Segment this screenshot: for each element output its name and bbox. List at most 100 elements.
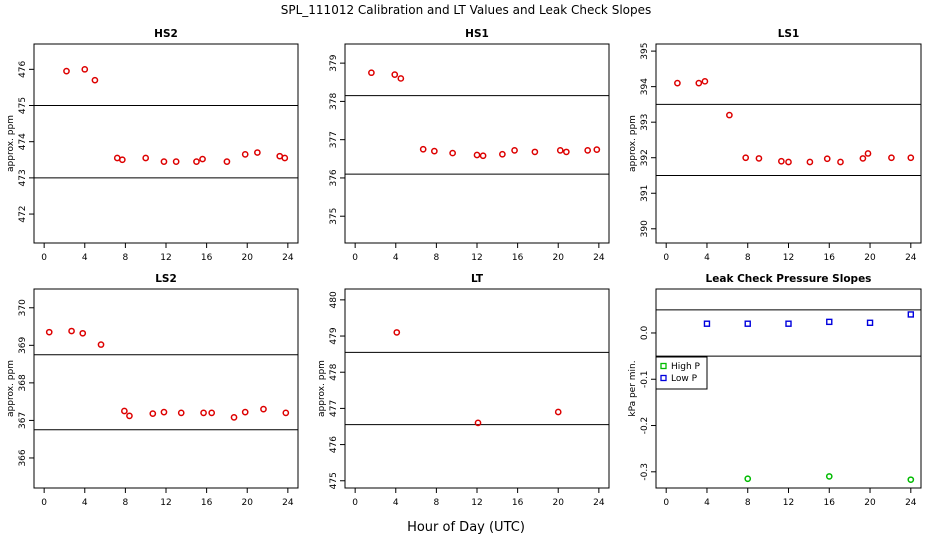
x-tick-label: 0 (663, 498, 669, 508)
y-tick-label: 479 (329, 327, 339, 344)
data-point (260, 405, 267, 413)
x-tick-label: 12 (160, 498, 171, 508)
data-point (584, 147, 592, 154)
y-tick-label: 393 (640, 114, 650, 131)
data-point (726, 111, 733, 119)
y-tick-label: 376 (329, 169, 339, 186)
x-axis-label: Hour of Day (UTC) (407, 520, 525, 535)
data-point (563, 148, 570, 156)
data-point (254, 149, 261, 156)
plot-frame (33, 43, 299, 244)
data-point (391, 71, 399, 78)
x-tick-label: 16 (512, 253, 524, 263)
x-tick-label: 16 (201, 253, 213, 263)
data-point (742, 154, 750, 162)
x-tick-label: 0 (41, 253, 47, 263)
data-point (701, 77, 709, 85)
data-point (785, 158, 792, 166)
y-tick-label: 369 (18, 336, 28, 353)
data-point (97, 341, 105, 348)
x-tick-label: 20 (864, 498, 876, 508)
data-point (223, 158, 231, 165)
data-point (806, 158, 814, 166)
data-point (556, 147, 564, 154)
x-tick-label: 0 (663, 253, 669, 263)
chart-panel-4: LS2 0 4 8 12 16 20 24 366 367 368 369 370 approx. ppm (6, 273, 299, 508)
data-point (473, 151, 481, 159)
data-point (91, 76, 99, 84)
chart-panel-5: LT 0 4 8 12 16 20 24 475 476 477 478 479 480 approx. p… (317, 273, 610, 508)
data-point (778, 157, 785, 165)
data-point (449, 149, 456, 157)
legend-box (655, 356, 708, 390)
data-point (825, 473, 833, 480)
legend-label: Low P (671, 374, 698, 384)
chart-panel-1: HS2 0 4 8 12 16 20 24 472 473 474 475 476 approx. ppm (6, 28, 299, 263)
x-tick-label: 12 (783, 498, 794, 508)
data-point (755, 155, 763, 162)
y-tick-label: 0.0 (640, 326, 650, 341)
y-tick-label: 476 (18, 60, 28, 77)
data-point (703, 320, 711, 327)
y-tick-label: -0.3 (640, 463, 650, 481)
x-tick-label: 4 (393, 498, 399, 508)
x-tick-label: 8 (745, 498, 751, 508)
data-point (241, 408, 249, 416)
data-point (126, 412, 133, 420)
y-tick-label: 395 (640, 43, 650, 60)
data-point (230, 414, 238, 421)
data-point (744, 320, 751, 327)
data-point (531, 148, 539, 156)
data-point (674, 79, 681, 87)
data-point (79, 329, 87, 337)
chart-panel-3: LS1 0 4 8 12 16 20 24 390 391 392 393 394 395 approx. … (628, 28, 922, 263)
data-point (419, 145, 427, 153)
x-tick-label: 20 (553, 498, 565, 508)
data-point (593, 146, 601, 153)
data-point (826, 318, 833, 326)
data-point (81, 65, 89, 73)
y-tick-label: 366 (18, 449, 28, 466)
x-tick-label: 4 (704, 498, 710, 508)
x-tick-label: 8 (123, 498, 129, 508)
figure-title: SPL_111012 Calibration and LT Values and… (281, 3, 652, 17)
y-tick-label: 368 (18, 374, 28, 391)
y-tick-label: 394 (640, 78, 650, 95)
y-tick-label: 472 (18, 205, 28, 222)
data-point (208, 409, 216, 417)
y-axis-label: approx. ppm (6, 360, 16, 417)
x-tick-label: 8 (745, 253, 751, 263)
data-point (121, 407, 128, 415)
legend: High P Low P (655, 356, 708, 390)
x-tick-label: 12 (471, 253, 482, 263)
data-point (859, 155, 867, 162)
x-tick-label: 24 (905, 253, 917, 263)
y-tick-label: 473 (18, 169, 28, 186)
x-tick-label: 0 (41, 498, 47, 508)
data-point (864, 150, 872, 157)
x-tick-label: 0 (352, 253, 358, 263)
y-tick-label: 378 (329, 93, 339, 110)
data-point (554, 408, 562, 416)
legend-marker (660, 374, 667, 382)
y-axis-label: approx. ppm (628, 115, 638, 172)
panel-title: LS1 (778, 28, 800, 40)
y-tick-label: 379 (329, 54, 339, 71)
x-tick-label: 4 (82, 253, 88, 263)
y-tick-label: 367 (18, 412, 28, 429)
data-point (393, 329, 401, 336)
data-point (907, 476, 915, 484)
data-point (511, 147, 518, 154)
data-point (68, 327, 75, 335)
legend-label: High P (671, 362, 701, 372)
data-point (63, 67, 70, 75)
plot-frame (344, 43, 610, 244)
data-point (888, 154, 895, 162)
y-tick-label: 391 (640, 185, 650, 202)
data-point (823, 155, 831, 163)
data-point (45, 328, 53, 336)
x-tick-label: 16 (201, 498, 213, 508)
data-point (907, 154, 915, 162)
y-axis-label: kPa per min. (628, 360, 638, 416)
